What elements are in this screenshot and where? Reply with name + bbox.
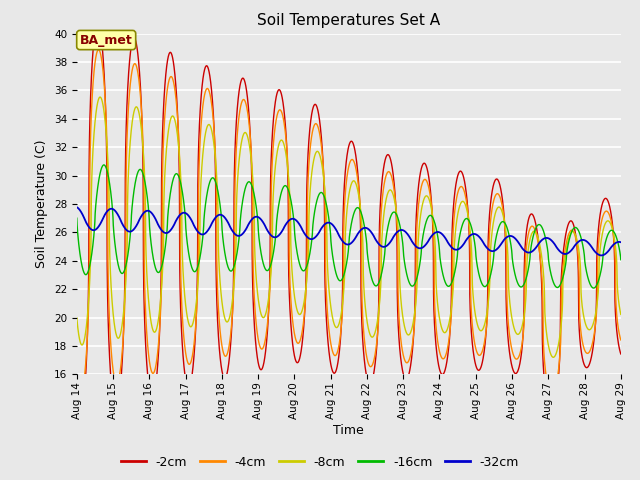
Text: BA_met: BA_met [80, 34, 132, 47]
Y-axis label: Soil Temperature (C): Soil Temperature (C) [35, 140, 48, 268]
Legend: -2cm, -4cm, -8cm, -16cm, -32cm: -2cm, -4cm, -8cm, -16cm, -32cm [116, 451, 524, 474]
Title: Soil Temperatures Set A: Soil Temperatures Set A [257, 13, 440, 28]
X-axis label: Time: Time [333, 424, 364, 437]
